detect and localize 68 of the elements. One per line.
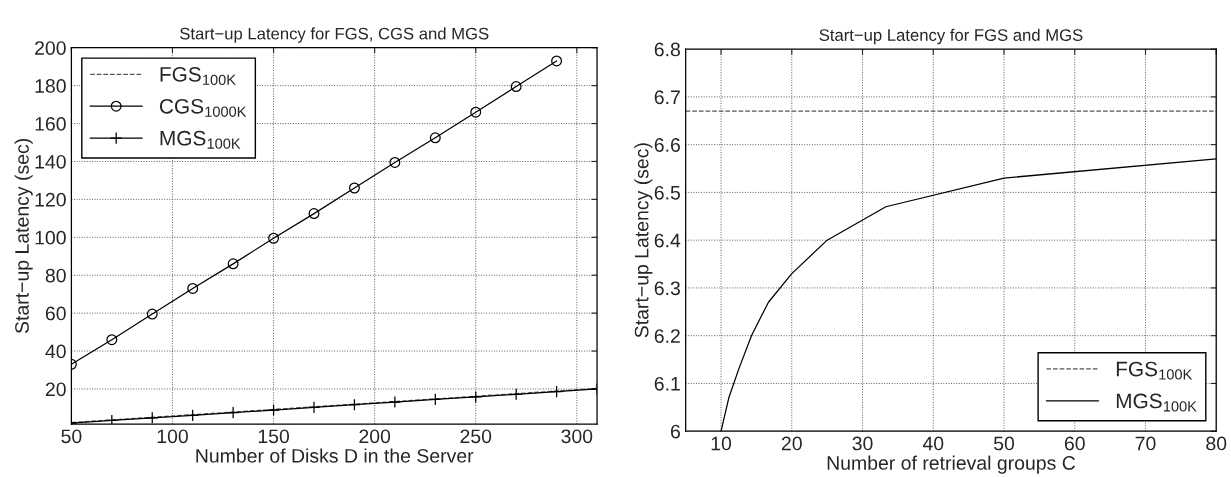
y-axis-title: Start−up Latency (sec): [634, 143, 653, 338]
x-tick-label: 20: [781, 436, 802, 451]
point: [429, 132, 441, 144]
point: [389, 156, 401, 168]
y-tick-label: 200: [35, 41, 66, 55]
y-tick-label: 6.8: [654, 42, 680, 57]
y-tick-label: 6.2: [654, 329, 680, 343]
y-tick-label: 6: [670, 424, 680, 439]
y-tick-label: 6.5: [654, 185, 680, 200]
x-tick-label: 40: [922, 436, 944, 451]
point: [105, 414, 119, 425]
x-tick-label: 80: [1206, 436, 1227, 451]
y-tick-label: 6.3: [654, 281, 680, 296]
y-tick-label: 120: [35, 192, 66, 207]
point: [551, 55, 563, 67]
y-tick-label: 6.1: [654, 376, 680, 391]
y-tick-label: 20: [45, 382, 66, 397]
point: [348, 182, 360, 194]
point: [348, 398, 361, 411]
y-tick-label: 6.7: [654, 90, 680, 105]
point: [308, 208, 320, 220]
point: [429, 393, 442, 406]
point: [186, 409, 199, 422]
y-tick-label: 180: [35, 79, 66, 93]
y-tick-label: 40: [45, 344, 66, 359]
legend-label: FGS$_{100K}$: [1116, 361, 1193, 380]
legend-label: CGS$_{1000K}$: [159, 98, 247, 117]
point: [267, 403, 280, 417]
x-tick-label: 50: [993, 436, 1015, 451]
y-tick-label: 160: [35, 117, 66, 131]
point: [469, 390, 482, 404]
point: [510, 81, 522, 93]
y-tick-label: 140: [35, 154, 66, 169]
point: [106, 334, 118, 346]
chart-title: Start−up Latency for FGS and MGS: [819, 28, 1083, 45]
y-tick-label: 100: [35, 230, 66, 245]
point: [268, 232, 280, 244]
point: [187, 283, 199, 294]
x-tick-label: 10: [711, 436, 732, 451]
point: [470, 106, 482, 118]
y-tick-label: 6.4: [654, 233, 681, 248]
x-tick-label: 150: [258, 429, 290, 444]
x-axis-title: Number of Disks D in the Server: [196, 448, 474, 463]
x-tick-label: 50: [61, 429, 82, 444]
x-tick-label: 300: [561, 429, 593, 444]
point: [388, 395, 402, 409]
x-tick-label: 100: [157, 429, 188, 444]
point: [509, 388, 523, 401]
y-axis-title: Start−up Latency (sec): [14, 139, 33, 334]
x-tick-label: 70: [1135, 436, 1156, 451]
legend-label: MGS$_{100K}$: [160, 130, 241, 149]
y-tick-label: 60: [45, 306, 66, 321]
point: [307, 401, 321, 414]
x-tick-label: 200: [359, 429, 391, 444]
x-tick-label: 250: [460, 429, 492, 444]
x-tick-label: 30: [852, 436, 873, 451]
x-axis-title: Number of retrieval groups C: [827, 455, 1076, 474]
chart-title: Start−up Latency for FGS, CGS and MGS: [180, 27, 489, 43]
x-tick-label: 60: [1064, 436, 1085, 451]
legend-label: MGS$_{100K}$: [1116, 393, 1197, 412]
y-tick-label: 80: [45, 268, 66, 283]
point: [226, 406, 240, 419]
y-tick-label: 6.6: [654, 138, 680, 152]
point: [146, 411, 159, 424]
point: [550, 385, 563, 398]
point: [227, 258, 239, 270]
point: [146, 308, 158, 320]
legend-label: FGS$_{100K}$: [160, 66, 236, 85]
